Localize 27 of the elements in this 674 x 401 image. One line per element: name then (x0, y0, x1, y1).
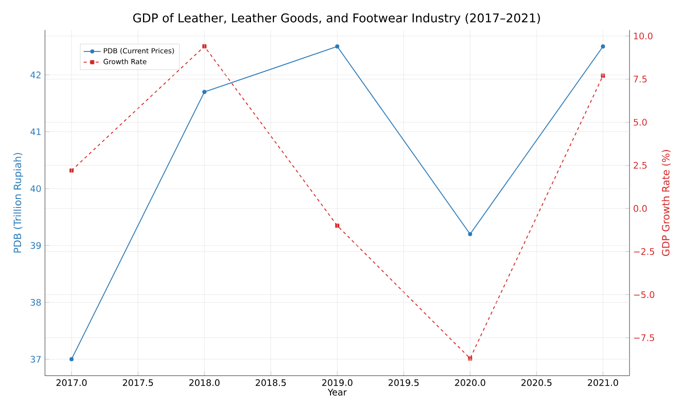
y2-tick-label: 7.5 (634, 76, 647, 83)
x-tick-label: 2021.0 (588, 379, 618, 386)
y-tick-label: 37 (30, 356, 41, 363)
x-tick-label: 2017.0 (56, 379, 87, 386)
x-axis-title: Year (328, 389, 347, 396)
y-tick-label: 39 (30, 242, 41, 250)
x-tick-label: 2020.0 (455, 379, 486, 386)
x-tick-label: 2019.0 (322, 379, 352, 386)
y2-tick-label: −5.0 (634, 291, 654, 298)
y-tick-label: 42 (30, 72, 41, 78)
x-tick-label: 2017.5 (122, 379, 153, 386)
y2-axis-title: GDP Growth Rate (%) (662, 150, 671, 256)
y2-tick-label: 2.5 (634, 162, 647, 169)
y2-tick-label: 0.0 (634, 205, 647, 212)
x-tick-label: 2019.5 (388, 379, 419, 386)
y2-tick-label: −2.5 (634, 248, 654, 256)
y-tick-label: 38 (30, 299, 41, 306)
chart-title: GDP of Leather, Leather Goods, and Footwear Industry (2017–2021) (133, 13, 540, 25)
y2-tick-label: −7.5 (634, 334, 654, 342)
y-tick-label: 40 (30, 185, 41, 192)
y2-tick-label: 5.0 (634, 118, 647, 126)
x-tick-label: 2018.0 (189, 379, 220, 386)
y2-tick-label: 10.0 (634, 32, 652, 40)
x-tick-label: 2020.5 (521, 379, 552, 386)
y-axis-title: PDB (Trillion Rupiah) (13, 153, 24, 253)
x-tick-label: 2018.5 (256, 379, 286, 386)
y-tick-label: 41 (30, 128, 41, 136)
